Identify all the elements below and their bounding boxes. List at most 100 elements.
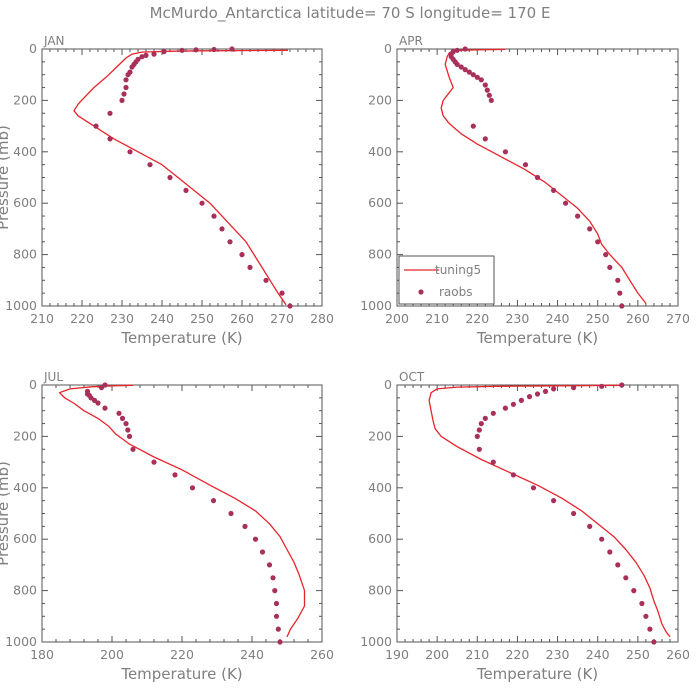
legend-label: tuning5 xyxy=(435,263,481,277)
data-point-raobs xyxy=(247,264,253,270)
x-tick-label: 250 xyxy=(190,311,214,326)
x-tick-label: 240 xyxy=(150,311,174,326)
x-tick-label: 180 xyxy=(30,647,54,662)
data-point-raobs xyxy=(623,575,629,581)
data-point-raobs xyxy=(252,536,259,542)
x-axis-title: Temperature (K) xyxy=(476,329,598,347)
legend-label: raobs xyxy=(439,285,473,299)
data-point-raobs xyxy=(211,213,217,219)
x-axis-title: Temperature (K) xyxy=(120,329,242,347)
data-point-raobs xyxy=(617,290,623,296)
y-tick-label: 800 xyxy=(368,583,392,598)
data-point-raobs xyxy=(121,91,127,97)
data-point-raobs xyxy=(482,415,488,421)
data-point-raobs xyxy=(454,61,460,67)
data-point-raobs xyxy=(270,575,276,581)
data-point-raobs xyxy=(530,485,537,491)
data-point-raobs xyxy=(470,72,476,78)
chart-title: McMurdo_Antarctica latitude= 70 S longit… xyxy=(150,4,551,23)
data-point-raobs xyxy=(199,200,205,206)
data-point-raobs xyxy=(273,600,280,607)
data-point-raobs xyxy=(277,639,283,645)
data-point-raobs xyxy=(603,252,609,258)
data-point-raobs xyxy=(143,52,149,59)
data-point-raobs xyxy=(518,397,525,403)
data-point-raobs xyxy=(126,433,133,439)
x-tick-label: 280 xyxy=(310,311,334,326)
data-point-raobs xyxy=(470,123,476,129)
panel-label: JAN xyxy=(43,34,65,48)
x-tick-label: 250 xyxy=(586,311,610,326)
data-point-raobs xyxy=(129,64,135,70)
y-tick-label: 800 xyxy=(13,583,37,598)
data-point-raobs xyxy=(95,400,101,406)
data-point-raobs xyxy=(643,613,649,619)
x-tick-label: 220 xyxy=(465,311,489,326)
x-tick-label: 250 xyxy=(626,647,650,662)
y-tick-label: 600 xyxy=(368,195,392,210)
y-tick-label: 0 xyxy=(384,377,392,392)
data-point-raobs xyxy=(482,82,488,88)
data-point-raobs xyxy=(211,46,217,53)
data-point-raobs xyxy=(229,46,235,52)
data-point-raobs xyxy=(607,264,613,270)
x-axis-title: Temperature (K) xyxy=(120,665,242,683)
data-point-raobs xyxy=(189,485,196,491)
y-tick-label: 200 xyxy=(13,92,37,107)
x-tick-label: 190 xyxy=(385,647,409,662)
data-point-raobs xyxy=(482,136,488,142)
x-axis-title: Temperature (K) xyxy=(476,665,598,683)
data-point-raobs xyxy=(139,54,145,60)
series-line-tuning5 xyxy=(440,48,647,304)
data-point-raobs xyxy=(266,562,273,568)
x-tick-label: 240 xyxy=(240,647,264,662)
data-point-raobs xyxy=(172,472,178,478)
data-point-raobs xyxy=(130,446,136,452)
data-point-raobs xyxy=(615,277,621,283)
data-point-raobs xyxy=(488,97,494,103)
data-point-raobs xyxy=(474,433,480,439)
data-point-raobs xyxy=(599,383,605,389)
data-point-raobs xyxy=(219,226,225,232)
x-tick-label: 210 xyxy=(30,311,54,326)
data-point-raobs xyxy=(639,600,645,607)
data-point-raobs xyxy=(490,459,496,465)
y-tick-label: 200 xyxy=(368,428,392,443)
y-tick-label: 0 xyxy=(29,377,37,392)
data-point-raobs xyxy=(571,385,577,391)
data-point-raobs xyxy=(478,421,484,427)
legend-box xyxy=(398,255,495,305)
data-point-raobs xyxy=(125,427,131,433)
data-point-raobs xyxy=(228,510,234,517)
data-point-raobs xyxy=(462,46,468,52)
y-axis-title: Pressure (mb) xyxy=(0,461,12,566)
series-line-tuning5 xyxy=(73,49,289,306)
data-point-raobs xyxy=(119,415,126,421)
data-point-raobs xyxy=(619,382,625,388)
data-point-raobs xyxy=(510,472,516,478)
y-tick-label: 400 xyxy=(13,144,37,159)
x-tick-label: 220 xyxy=(70,311,94,326)
x-tick-label: 240 xyxy=(586,647,610,662)
data-point-raobs xyxy=(259,549,266,555)
data-point-raobs xyxy=(123,77,129,83)
panel-apr: APR 200 210 220 230 240 250 260 270 0 200 400 600 800… xyxy=(360,34,690,347)
plot-frame xyxy=(396,384,679,643)
y-tick-label: 800 xyxy=(13,247,37,262)
panel-label: JUL xyxy=(43,370,63,384)
data-point-raobs xyxy=(486,92,492,98)
x-tick-label: 200 xyxy=(425,647,449,662)
data-point-raobs xyxy=(542,388,549,394)
data-point-raobs xyxy=(619,303,625,309)
data-point-raobs xyxy=(116,410,122,416)
data-point-raobs xyxy=(474,74,480,80)
data-point-raobs xyxy=(587,226,593,232)
y-tick-label: 1000 xyxy=(360,298,392,313)
y-tick-label: 0 xyxy=(29,41,37,56)
data-point-raobs xyxy=(272,588,278,594)
y-tick-label: 600 xyxy=(13,531,37,546)
x-tick-label: 210 xyxy=(425,311,449,326)
data-point-raobs xyxy=(575,213,581,219)
data-point-raobs xyxy=(123,421,129,427)
data-point-raobs xyxy=(167,174,173,181)
